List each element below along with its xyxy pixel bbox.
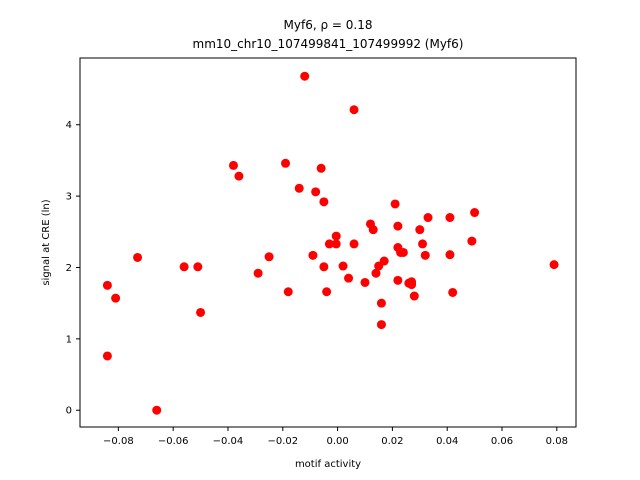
data-point — [324, 239, 334, 249]
x-tick-label: 0.04 — [436, 436, 458, 447]
data-point — [379, 256, 389, 266]
chart-title-line2: mm10_chr10_107499841_107499992 (Myf6) — [193, 37, 464, 51]
data-point — [253, 268, 263, 278]
data-point — [445, 213, 455, 223]
data-point — [368, 225, 378, 235]
data-point — [549, 260, 559, 270]
data-point — [467, 236, 477, 246]
data-point — [319, 197, 329, 207]
data-point — [228, 160, 238, 170]
data-point — [179, 262, 189, 272]
chart-title-line1: Myf6, ρ = 0.18 — [284, 18, 373, 32]
data-point — [415, 225, 425, 235]
data-point — [409, 291, 419, 301]
data-point — [349, 105, 359, 115]
x-tick-label: 0.06 — [491, 436, 513, 447]
data-point — [360, 277, 370, 287]
plot-area-frame — [79, 57, 577, 428]
data-point — [331, 231, 341, 241]
data-point — [234, 171, 244, 181]
x-tick-label: −0.08 — [103, 436, 134, 447]
data-point — [371, 268, 381, 278]
x-tick-label: 0.00 — [326, 436, 348, 447]
data-point — [445, 250, 455, 260]
y-axis-label: signal at CRE (ln) — [41, 199, 52, 285]
x-axis-label: motif activity — [295, 459, 361, 470]
y-tick-label: 2 — [66, 263, 72, 274]
data-point — [344, 273, 354, 283]
y-tick-label: 3 — [66, 192, 72, 203]
x-tick-label: 0.02 — [381, 436, 403, 447]
data-point — [300, 71, 310, 81]
data-point — [264, 252, 274, 262]
data-points — [102, 71, 559, 415]
data-point — [283, 287, 293, 297]
data-point — [322, 287, 332, 297]
y-axis-ticks: 0 1 2 3 4 — [66, 120, 80, 417]
data-point — [376, 320, 386, 330]
data-point — [316, 163, 326, 173]
data-point — [111, 293, 121, 303]
data-point — [308, 250, 318, 260]
data-point — [420, 250, 430, 260]
data-point — [294, 183, 304, 193]
x-tick-label: −0.04 — [213, 436, 244, 447]
data-point — [349, 239, 359, 249]
data-point — [423, 213, 433, 223]
y-tick-label: 0 — [66, 406, 72, 417]
data-point — [133, 252, 143, 262]
data-point — [390, 199, 400, 209]
data-point — [311, 187, 321, 197]
data-point — [393, 221, 403, 231]
data-point — [102, 280, 112, 290]
data-point — [418, 239, 428, 249]
data-point — [376, 298, 386, 308]
y-tick-label: 1 — [66, 334, 72, 345]
x-tick-label: 0.08 — [546, 436, 568, 447]
data-point — [102, 351, 112, 361]
data-point — [393, 275, 403, 285]
data-point — [338, 261, 348, 271]
data-point — [448, 287, 458, 297]
data-point — [319, 262, 329, 272]
data-point — [193, 262, 203, 272]
x-tick-label: −0.06 — [158, 436, 189, 447]
data-point — [281, 158, 291, 168]
y-tick-label: 4 — [66, 120, 72, 131]
x-axis-ticks: −0.08 −0.06 −0.04 −0.02 0.00 0.02 0.04 0.06 0.08 — [103, 427, 568, 447]
data-point — [196, 307, 206, 317]
data-point — [398, 247, 408, 257]
data-point — [407, 280, 417, 290]
data-point — [152, 405, 162, 415]
data-point — [331, 239, 341, 249]
x-tick-label: −0.02 — [267, 436, 298, 447]
data-point — [470, 208, 480, 218]
